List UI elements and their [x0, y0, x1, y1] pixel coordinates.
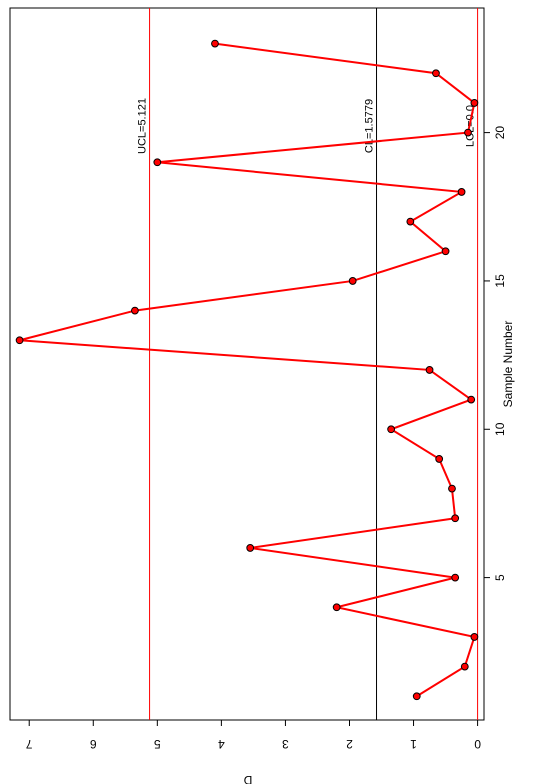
data-point — [451, 514, 460, 523]
data-point — [387, 425, 396, 434]
data-point — [448, 484, 456, 493]
y-axis: 0 1 2 3 4 5 6 7 — [26, 720, 481, 751]
y-tick-label: 0 — [474, 737, 481, 751]
plot-box — [9, 7, 485, 721]
data-point — [470, 99, 479, 107]
data-point — [470, 633, 479, 641]
data-point — [131, 306, 139, 315]
y-tick-label: 7 — [26, 737, 33, 751]
x-axis-line — [484, 133, 489, 578]
control-limit-label: UCL=5.121 — [137, 98, 149, 154]
series-group — [15, 39, 479, 701]
y-axis-label: D — [243, 773, 252, 784]
data-point — [432, 69, 440, 78]
x-tick-label: 10 — [493, 422, 507, 436]
data-point — [348, 277, 357, 285]
data-point — [467, 395, 476, 404]
data-point — [15, 336, 24, 345]
y-tick-label: 4 — [218, 737, 225, 751]
x-tick-label: 15 — [493, 274, 507, 288]
x-tick-label: 20 — [493, 126, 507, 140]
data-point — [457, 188, 466, 196]
data-point — [246, 544, 255, 552]
data-point — [406, 217, 415, 226]
data-point — [425, 366, 434, 374]
data-point — [211, 39, 219, 48]
y-tick-label: 3 — [282, 737, 289, 751]
control-limit-label: CL=1.5779 — [364, 99, 376, 153]
data-point — [435, 455, 444, 463]
y-tick-label: 6 — [90, 737, 97, 751]
x-axis-label: Sample Number — [501, 321, 515, 408]
y-tick-label: 5 — [154, 737, 161, 751]
data-point — [332, 603, 341, 612]
x-tick-label: 5 — [493, 574, 507, 581]
y-tick-label: 2 — [346, 737, 353, 751]
data-point — [460, 662, 469, 671]
y-tick-label: 1 — [410, 737, 417, 751]
x-axis: 5 10 15 20 — [484, 126, 507, 581]
data-point — [153, 158, 162, 167]
data-point — [412, 692, 421, 701]
control-limits: UCL=5.121 CL=1.5779 LCL=0.0 — [137, 8, 479, 720]
control-limit-label: LCL=0.0 — [465, 105, 477, 147]
series-line — [19, 42, 476, 698]
data-point — [441, 247, 450, 256]
data-point — [451, 573, 460, 582]
data-point — [464, 128, 472, 137]
